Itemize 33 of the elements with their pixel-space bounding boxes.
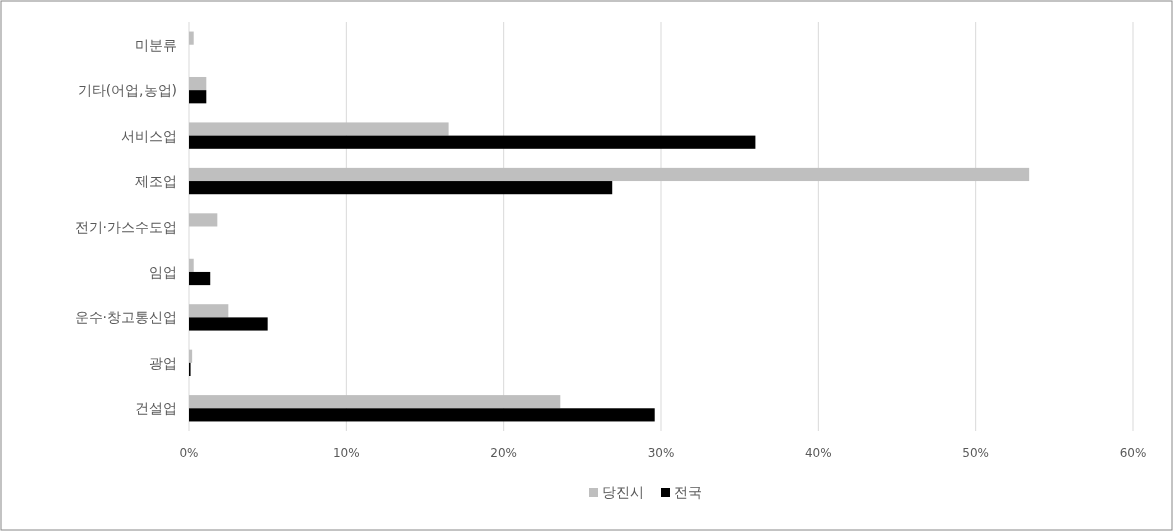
x-tick-label: 30% [647,446,675,460]
x-tick-label: 0% [179,446,199,460]
y-tick-label: 서비스업 [121,127,177,144]
x-tick-label: 60% [1119,446,1147,460]
y-tick-label: 기타(어업,농업) [77,82,177,99]
y-tick-label: 미분류 [135,36,177,53]
y-tick-label: 광업 [149,354,177,371]
bar [189,167,1030,182]
bar [189,317,268,331]
y-tick-label: 전기·가스수도업 [74,218,177,235]
bar [189,181,613,195]
bar [189,90,207,104]
bar [189,31,194,45]
bar [189,135,756,149]
x-tick-label: 10% [333,446,360,460]
bar [189,271,211,286]
bar [189,349,193,363]
legend-label: 당진시 [602,484,644,500]
bar [189,213,218,227]
bar [189,395,561,409]
y-tick-label: 임업 [149,263,177,280]
x-tick-label: 20% [490,446,517,460]
y-tick-label: 건설업 [135,400,177,417]
bar [189,122,449,136]
bar [189,408,655,422]
bar [189,304,229,318]
legend-label: 전국 [674,484,702,500]
y-tick-label: 제조업 [135,173,177,190]
bar [189,258,194,272]
y-tick-label: 운수·창고통신업 [74,309,177,326]
x-tick-label: 40% [805,446,832,460]
bar [189,76,207,91]
x-tick-label: 50% [962,446,989,460]
